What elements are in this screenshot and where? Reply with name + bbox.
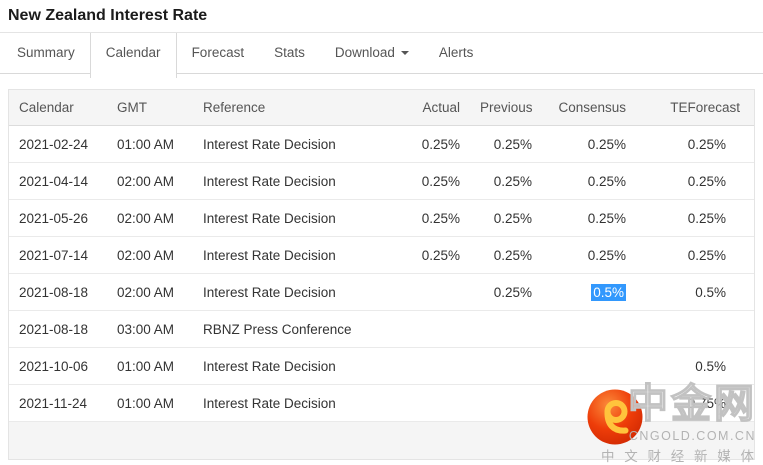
tab-label: Calendar [105, 45, 161, 60]
teforecast-cell: 0.25% [636, 162, 754, 200]
table-row: 2021-11-24 01:00 AM Interest Rate Decision… [9, 384, 754, 422]
tab-label: Alerts [438, 45, 474, 60]
page-title: New Zealand Interest Rate [8, 7, 208, 24]
tab-download[interactable]: Download [320, 33, 424, 73]
gmt-cell: 02:00 AM [107, 162, 193, 200]
tab-bar: Summary Calendar Forecast Stats Download Aler… [0, 33, 763, 78]
column-header-consensus: Consensus [542, 90, 636, 126]
tab-calendar[interactable]: Calendar [89, 33, 177, 78]
date-cell: 2021-04-14 [9, 162, 107, 200]
reference-cell: RBNZ Press Conference [193, 310, 383, 348]
tab-forecast[interactable]: Forecast [177, 33, 260, 73]
teforecast-cell: 0.75% [636, 384, 754, 422]
teforecast-cell: 0.25% [636, 236, 754, 274]
table-row: 2021-07-14 02:00 AM Interest Rate Decision… [9, 236, 754, 274]
calendar-table: Calendar GMT Reference Actual Previous Consen… [9, 90, 754, 422]
table-row: 2021-08-18 02:00 AM Interest Rate Decision… [9, 273, 754, 311]
consensus-cell [542, 384, 636, 422]
tab-summary[interactable]: Summary [2, 33, 90, 73]
column-header-teforecast: TEForecast [636, 90, 754, 126]
column-header-actual: Actual [383, 90, 470, 126]
previous-cell: 0.25% [470, 236, 542, 274]
teforecast-cell: 0.5% [636, 347, 754, 385]
tab-alerts[interactable]: Alerts [424, 33, 489, 73]
date-cell: 2021-10-06 [9, 347, 107, 385]
actual-cell: 0.25% [383, 162, 470, 200]
actual-cell: 0.25% [383, 236, 470, 274]
actual-cell [383, 347, 470, 385]
calendar-table-panel: Calendar GMT Reference Actual Previous Consen… [8, 89, 755, 460]
column-header-previous: Previous [470, 90, 542, 126]
tab-label: Forecast [191, 45, 245, 60]
selected-consensus-value: 0.5% [591, 283, 626, 301]
previous-cell [470, 347, 542, 385]
actual-cell: 0.25% [383, 125, 470, 163]
teforecast-cell: 0.25% [636, 199, 754, 237]
gmt-cell: 01:00 AM [107, 125, 193, 163]
consensus-cell: 0.25% [542, 162, 636, 200]
tab-label: Download [334, 45, 395, 60]
previous-cell: 0.25% [470, 162, 542, 200]
date-cell: 2021-07-14 [9, 236, 107, 274]
previous-cell [470, 384, 542, 422]
teforecast-cell [636, 310, 754, 348]
date-cell: 2021-05-26 [9, 199, 107, 237]
actual-cell [383, 273, 470, 311]
consensus-cell: 0.25% [542, 236, 636, 274]
reference-cell: Interest Rate Decision [193, 199, 383, 237]
date-cell: 2021-02-24 [9, 125, 107, 163]
gmt-cell: 02:00 AM [107, 199, 193, 237]
table-row: 2021-02-24 01:00 AM Interest Rate Decision… [9, 125, 754, 163]
consensus-cell [542, 310, 636, 348]
previous-cell [470, 310, 542, 348]
teforecast-cell: 0.25% [636, 125, 754, 163]
actual-cell: 0.25% [383, 199, 470, 237]
previous-cell: 0.25% [470, 199, 542, 237]
teforecast-cell: 0.5% [636, 273, 754, 311]
date-cell: 2021-08-18 [9, 310, 107, 348]
table-header-row: Calendar GMT Reference Actual Previous Consen… [9, 90, 754, 126]
table-footer [9, 422, 754, 459]
column-header-reference: Reference [193, 90, 383, 126]
gmt-cell: 03:00 AM [107, 310, 193, 348]
date-cell: 2021-11-24 [9, 384, 107, 422]
actual-cell [383, 384, 470, 422]
column-header-calendar: Calendar [9, 90, 107, 126]
gmt-cell: 02:00 AM [107, 236, 193, 274]
previous-cell: 0.25% [470, 273, 542, 311]
table-row: 2021-04-14 02:00 AM Interest Rate Decision… [9, 162, 754, 200]
reference-cell: Interest Rate Decision [193, 347, 383, 385]
table-row: 2021-08-18 03:00 AM RBNZ Press Conference [9, 310, 754, 348]
reference-cell: Interest Rate Decision [193, 236, 383, 274]
table-row: 2021-10-06 01:00 AM Interest Rate Decision… [9, 347, 754, 385]
consensus-cell: 0.5% [542, 273, 636, 311]
tab-label: Summary [17, 45, 75, 60]
table-row: 2021-05-26 02:00 AM Interest Rate Decision… [9, 199, 754, 237]
consensus-cell [542, 347, 636, 385]
gmt-cell: 01:00 AM [107, 347, 193, 385]
reference-cell: Interest Rate Decision [193, 273, 383, 311]
column-header-gmt: GMT [107, 90, 193, 126]
date-cell: 2021-08-18 [9, 273, 107, 311]
consensus-cell: 0.25% [542, 125, 636, 163]
actual-cell [383, 310, 470, 348]
reference-cell: Interest Rate Decision [193, 125, 383, 163]
consensus-cell: 0.25% [542, 199, 636, 237]
tab-label: Stats [274, 45, 305, 60]
reference-cell: Interest Rate Decision [193, 384, 383, 422]
reference-cell: Interest Rate Decision [193, 162, 383, 200]
page-header: New Zealand Interest Rate [0, 0, 763, 33]
tab-stats[interactable]: Stats [259, 33, 320, 73]
table-body: 2021-02-24 01:00 AM Interest Rate Decision… [9, 125, 754, 422]
gmt-cell: 02:00 AM [107, 273, 193, 311]
previous-cell: 0.25% [470, 125, 542, 163]
chevron-down-icon [400, 51, 409, 55]
gmt-cell: 01:00 AM [107, 384, 193, 422]
